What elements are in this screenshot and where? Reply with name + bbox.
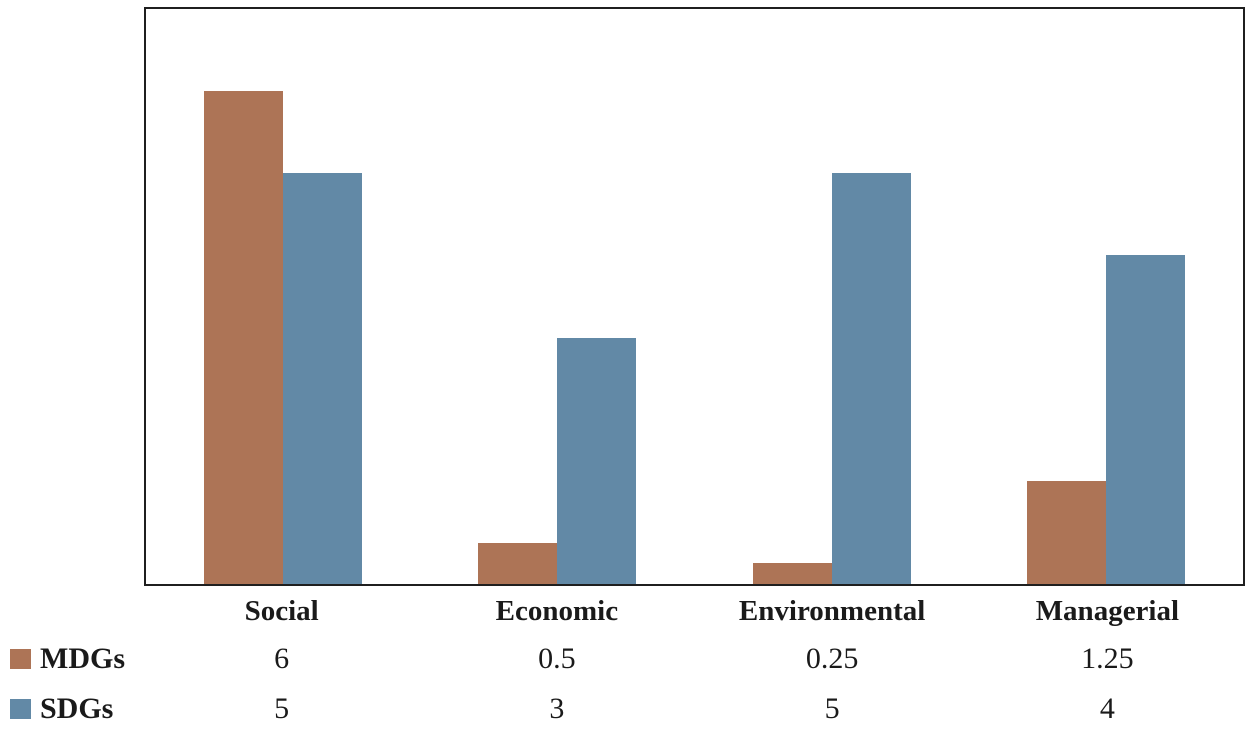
value-sdgs-social: 5 [274, 692, 290, 725]
bar-sdgs-environmental [831, 173, 911, 584]
bar-sdgs-social [283, 173, 363, 584]
value-sdgs-managerial: 4 [1099, 692, 1115, 725]
bar-mdgs-social [204, 91, 284, 584]
bar-mdgs-economic [478, 542, 558, 584]
value-sdgs-environmental: 5 [824, 692, 840, 725]
bar-group-economic [420, 9, 694, 584]
bar-sdgs-managerial [1105, 255, 1185, 584]
value-mdgs-managerial: 1.25 [1081, 642, 1134, 675]
plot-area [144, 7, 1245, 586]
legend-label-mdgs: MDGs [40, 642, 125, 675]
category-header-managerial: Managerial [1035, 594, 1180, 627]
sdgs-swatch-icon [10, 699, 31, 719]
category-header-environmental: Environmental [738, 594, 926, 627]
category-header-social: Social [244, 594, 319, 627]
value-mdgs-economic: 0.5 [538, 642, 576, 675]
mdgs-swatch-icon [10, 649, 31, 669]
bar-group-managerial [969, 9, 1243, 584]
legend-item-sdgs: SDGs [0, 694, 144, 724]
bar-group-environmental [695, 9, 969, 584]
legend-item-mdgs: MDGs [0, 644, 144, 674]
bar-group-social [146, 9, 420, 584]
legend-label-sdgs: SDGs [40, 692, 114, 725]
value-mdgs-environmental: 0.25 [805, 642, 859, 675]
bar-groups [146, 9, 1243, 584]
data-table: Social Economic Environmental Managerial… [0, 588, 1245, 732]
bar-sdgs-economic [557, 337, 637, 584]
bar-mdgs-environmental [752, 563, 832, 584]
bar-mdgs-managerial [1026, 481, 1106, 584]
value-sdgs-economic: 3 [549, 692, 565, 725]
value-mdgs-social: 6 [274, 642, 290, 675]
category-header-economic: Economic [495, 594, 619, 627]
